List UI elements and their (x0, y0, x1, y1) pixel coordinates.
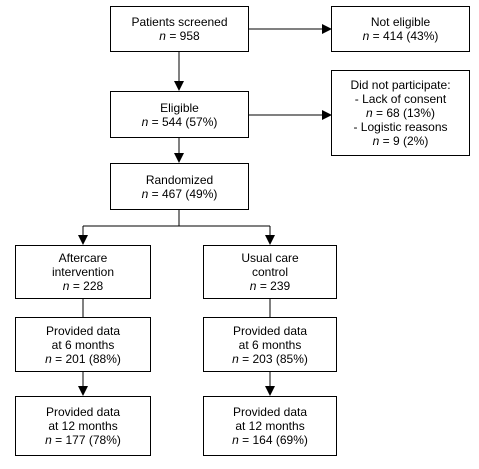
n-value: = 177 (78%) (51, 433, 121, 447)
node-title: Did not participate: (350, 78, 451, 92)
node-aftercare-12-months: Provided data at 12 months n = 177 (78%) (15, 396, 151, 456)
n-symbol: n (45, 351, 52, 366)
reason-logistic-count: n = 9 (2%) (373, 134, 429, 148)
n-symbol: n (141, 114, 149, 129)
node-count: n = 228 (63, 279, 103, 293)
node-title-line2: intervention (51, 265, 115, 279)
n-symbol: n (232, 351, 239, 366)
node-usual-care-12-months: Provided data at 12 months n = 164 (69%) (203, 396, 337, 456)
node-title-line1: Provided data (232, 405, 308, 419)
node-randomized: Randomized n = 467 (49%) (110, 163, 249, 210)
n-symbol: n (62, 279, 70, 293)
node-eligible: Eligible n = 544 (57%) (110, 91, 249, 138)
n-value: = 9 (2%) (379, 134, 429, 148)
n-symbol: n (249, 279, 257, 293)
n-symbol: n (45, 433, 52, 447)
node-not-eligible: Not eligible n = 414 (43%) (331, 6, 470, 52)
n-value: = 68 (13%) (372, 106, 436, 120)
n-value: = 467 (49%) (148, 186, 218, 201)
node-usual-care-6-months: Provided data at 6 months n = 203 (85%) (203, 317, 337, 372)
node-count: n = 958 (159, 29, 199, 43)
node-count: n = 201 (88%) (45, 352, 121, 366)
node-title-line1: Usual care (241, 251, 299, 265)
node-title: Eligible (160, 100, 199, 115)
n-value: = 164 (69%) (238, 433, 308, 447)
n-value: = 228 (69, 279, 104, 293)
node-count: n = 414 (43%) (363, 29, 439, 43)
node-count: n = 177 (78%) (45, 433, 121, 447)
node-count: n = 164 (69%) (232, 433, 308, 447)
n-symbol: n (365, 106, 373, 120)
node-title-line2: at 6 months (238, 337, 302, 352)
n-symbol: n (372, 134, 380, 148)
node-did-not-participate: Did not participate: - Lack of consent n… (331, 70, 470, 156)
reason-lack-of-consent-count: n = 68 (13%) (366, 106, 435, 120)
n-symbol: n (362, 29, 370, 43)
node-title-line1: Aftercare (58, 251, 108, 265)
node-title: Patients screened (131, 15, 228, 29)
node-count: n = 467 (49%) (142, 187, 218, 201)
reason-logistic: - Logistic reasons (353, 120, 448, 134)
node-title-line2: at 12 months (48, 419, 118, 433)
n-symbol: n (232, 433, 239, 447)
n-value: = 239 (256, 279, 291, 293)
n-value: = 958 (165, 29, 200, 43)
node-patients-screened: Patients screened n = 958 (110, 6, 249, 52)
node-title-line2: at 12 months (235, 419, 305, 433)
n-value: = 544 (57%) (148, 114, 218, 129)
node-title: Randomized (145, 172, 214, 187)
node-title: Not eligible (370, 15, 431, 29)
node-title-line1: Provided data (232, 323, 308, 338)
node-title-line1: Provided data (45, 323, 121, 338)
node-count: n = 544 (57%) (142, 115, 218, 129)
reason-lack-of-consent: - Lack of consent (354, 92, 447, 106)
n-value: = 201 (88%) (51, 351, 121, 366)
n-value: = 414 (43%) (369, 29, 439, 43)
node-usual-care-control: Usual care control n = 239 (203, 245, 337, 299)
node-count: n = 203 (85%) (232, 352, 308, 366)
node-aftercare-intervention: Aftercare intervention n = 228 (15, 245, 151, 299)
node-title-line2: control (251, 265, 289, 279)
node-count: n = 239 (250, 279, 290, 293)
node-aftercare-6-months: Provided data at 6 months n = 201 (88%) (15, 317, 151, 372)
n-symbol: n (141, 186, 149, 201)
node-title-line2: at 6 months (51, 337, 115, 352)
node-title-line1: Provided data (45, 405, 121, 419)
n-symbol: n (159, 29, 166, 43)
n-value: = 203 (85%) (238, 351, 308, 366)
